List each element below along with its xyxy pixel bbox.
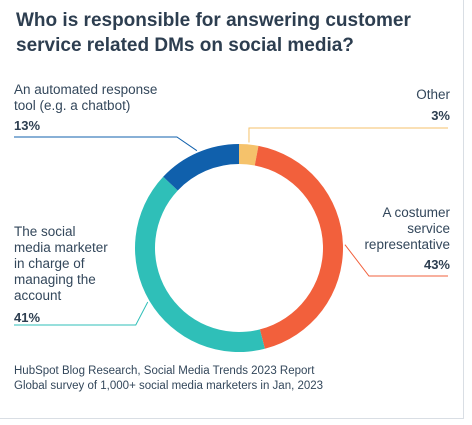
representative-percent: 43% xyxy=(423,257,450,272)
marketer-label: The social media marketer in charge of m… xyxy=(14,224,108,304)
marketer-label-line: managing the xyxy=(14,272,96,287)
chatbot-label: An automated response tool (e.g. a chatb… xyxy=(14,82,157,114)
chatbot-percent: 13% xyxy=(14,118,41,133)
source-line: Global survey of 1,000+ social media mar… xyxy=(14,380,324,392)
donut-slice-1 xyxy=(254,145,343,349)
donut-slice-3 xyxy=(163,144,239,191)
marketer-label-line: in charge of xyxy=(14,256,85,271)
leader-line-3 xyxy=(14,136,198,152)
other-label: Other xyxy=(416,87,450,102)
marketer-label-line: media marketer xyxy=(14,240,108,255)
chatbot-label-line: tool (e.g. a chatbot) xyxy=(14,98,131,113)
marketer-label-line: account xyxy=(14,288,62,303)
chart-title: Who is responsible for answering custome… xyxy=(16,10,411,56)
leader-line-0 xyxy=(248,127,448,143)
leader-line-1 xyxy=(344,244,448,277)
representative-label-line: A costumer xyxy=(382,205,450,220)
leader-line-2 xyxy=(14,301,149,326)
representative-label: A costumer service representative xyxy=(364,205,450,253)
representative-label-line: representative xyxy=(364,237,450,252)
representative-label-line: service xyxy=(407,221,450,236)
chart-card xyxy=(0,0,464,419)
marketer-label-line: The social xyxy=(14,224,76,239)
marketer-percent: 41% xyxy=(14,310,41,325)
donut-slice-2 xyxy=(135,176,265,352)
source-note: HubSpot Blog Research, Social Media Tren… xyxy=(14,364,323,394)
chatbot-label-line: An automated response xyxy=(14,82,158,97)
source-line: HubSpot Blog Research, Social Media Tren… xyxy=(14,365,315,377)
other-percent: 3% xyxy=(431,108,450,123)
donut-slice-0 xyxy=(239,144,259,166)
